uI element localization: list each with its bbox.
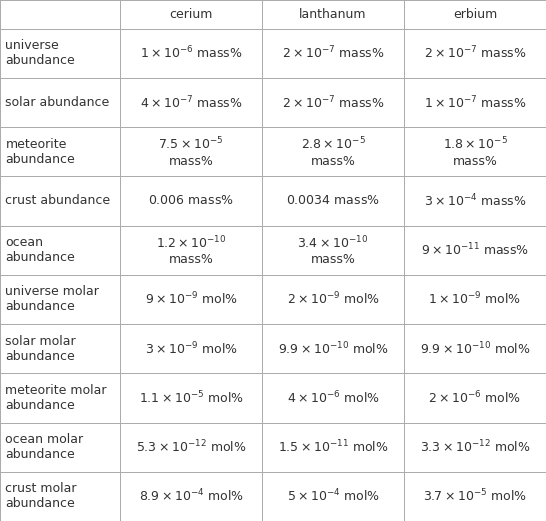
Text: $3.7\times10^{-5}$ mol%: $3.7\times10^{-5}$ mol% (423, 488, 527, 505)
Text: $1.5\times10^{-11}$ mol%: $1.5\times10^{-11}$ mol% (278, 439, 388, 455)
Text: $5\times10^{-4}$ mol%: $5\times10^{-4}$ mol% (287, 488, 379, 505)
Text: meteorite molar
abundance: meteorite molar abundance (5, 384, 107, 412)
Text: $7.5\times10^{-5}$
mass%: $7.5\times10^{-5}$ mass% (158, 136, 224, 168)
Text: $8.9\times10^{-4}$ mol%: $8.9\times10^{-4}$ mol% (139, 488, 244, 505)
Text: $2\times10^{-7}$ mass%: $2\times10^{-7}$ mass% (424, 45, 526, 61)
Text: $0.006$ mass%: $0.006$ mass% (148, 194, 234, 207)
Text: $3\times10^{-4}$ mass%: $3\times10^{-4}$ mass% (424, 193, 526, 209)
Text: $2\times10^{-6}$ mol%: $2\times10^{-6}$ mol% (429, 390, 521, 406)
Text: cerium: cerium (169, 8, 213, 21)
Text: $2\times10^{-7}$ mass%: $2\times10^{-7}$ mass% (282, 94, 384, 111)
Text: $1.2\times10^{-10}$
mass%: $1.2\times10^{-10}$ mass% (156, 234, 227, 266)
Text: crust molar
abundance: crust molar abundance (5, 482, 77, 511)
Text: $2.8\times10^{-5}$
mass%: $2.8\times10^{-5}$ mass% (300, 136, 366, 168)
Text: $1\times10^{-7}$ mass%: $1\times10^{-7}$ mass% (424, 94, 526, 111)
Text: $3\times10^{-9}$ mol%: $3\times10^{-9}$ mol% (145, 340, 238, 357)
Text: ocean
abundance: ocean abundance (5, 236, 75, 264)
Text: meteorite
abundance: meteorite abundance (5, 138, 75, 166)
Text: $9.9\times10^{-10}$ mol%: $9.9\times10^{-10}$ mol% (420, 340, 530, 357)
Text: $2\times10^{-9}$ mol%: $2\times10^{-9}$ mol% (287, 291, 379, 308)
Text: $5.3\times10^{-12}$ mol%: $5.3\times10^{-12}$ mol% (136, 439, 246, 455)
Text: $2\times10^{-7}$ mass%: $2\times10^{-7}$ mass% (282, 45, 384, 61)
Text: $3.3\times10^{-12}$ mol%: $3.3\times10^{-12}$ mol% (420, 439, 530, 455)
Text: $1\times10^{-9}$ mol%: $1\times10^{-9}$ mol% (429, 291, 521, 308)
Text: universe
abundance: universe abundance (5, 39, 75, 67)
Text: $3.4\times10^{-10}$
mass%: $3.4\times10^{-10}$ mass% (298, 234, 369, 266)
Text: crust abundance: crust abundance (5, 194, 111, 207)
Text: solar abundance: solar abundance (5, 96, 110, 109)
Text: $1.8\times10^{-5}$
mass%: $1.8\times10^{-5}$ mass% (442, 136, 508, 168)
Text: universe molar
abundance: universe molar abundance (5, 286, 99, 314)
Text: $9\times10^{-11}$ mass%: $9\times10^{-11}$ mass% (421, 242, 529, 258)
Text: $4\times10^{-6}$ mol%: $4\times10^{-6}$ mol% (287, 390, 379, 406)
Text: solar molar
abundance: solar molar abundance (5, 334, 76, 363)
Text: erbium: erbium (453, 8, 497, 21)
Text: lanthanum: lanthanum (299, 8, 367, 21)
Text: $9\times10^{-9}$ mol%: $9\times10^{-9}$ mol% (145, 291, 238, 308)
Text: $4\times10^{-7}$ mass%: $4\times10^{-7}$ mass% (140, 94, 242, 111)
Text: ocean molar
abundance: ocean molar abundance (5, 433, 84, 461)
Text: $0.0034$ mass%: $0.0034$ mass% (286, 194, 380, 207)
Text: $1\times10^{-6}$ mass%: $1\times10^{-6}$ mass% (140, 45, 242, 61)
Text: $1.1\times10^{-5}$ mol%: $1.1\times10^{-5}$ mol% (139, 390, 244, 406)
Text: $9.9\times10^{-10}$ mol%: $9.9\times10^{-10}$ mol% (278, 340, 388, 357)
